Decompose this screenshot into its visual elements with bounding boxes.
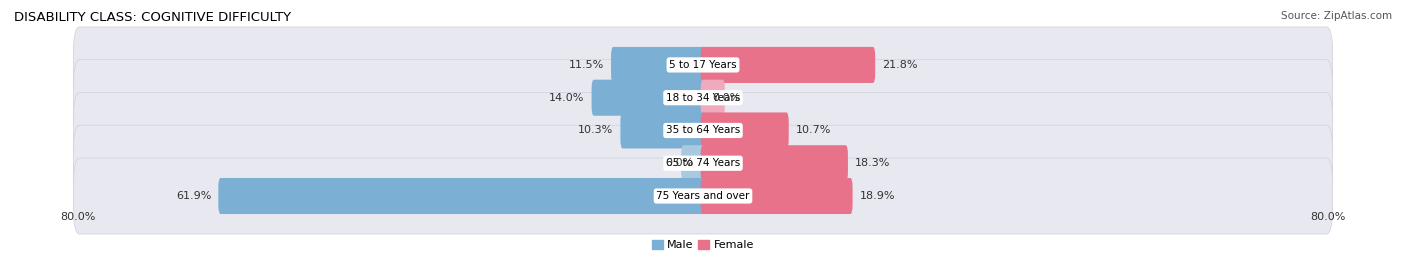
FancyBboxPatch shape — [73, 158, 1333, 234]
Text: Source: ZipAtlas.com: Source: ZipAtlas.com — [1281, 11, 1392, 21]
Text: 61.9%: 61.9% — [176, 191, 211, 201]
FancyBboxPatch shape — [612, 47, 706, 83]
Text: 5 to 17 Years: 5 to 17 Years — [669, 60, 737, 70]
Text: 18.3%: 18.3% — [855, 158, 890, 168]
FancyBboxPatch shape — [592, 80, 706, 116]
Text: 21.8%: 21.8% — [882, 60, 918, 70]
Text: 35 to 64 Years: 35 to 64 Years — [666, 125, 740, 136]
Text: 75 Years and over: 75 Years and over — [657, 191, 749, 201]
Text: 80.0%: 80.0% — [1310, 212, 1346, 222]
Text: 18 to 34 Years: 18 to 34 Years — [666, 93, 740, 103]
FancyBboxPatch shape — [73, 93, 1333, 168]
Text: 18.9%: 18.9% — [859, 191, 896, 201]
FancyBboxPatch shape — [620, 112, 706, 148]
FancyBboxPatch shape — [73, 125, 1333, 201]
FancyBboxPatch shape — [700, 112, 789, 148]
Text: 0.0%: 0.0% — [713, 93, 741, 103]
Text: 65 to 74 Years: 65 to 74 Years — [666, 158, 740, 168]
Text: 10.3%: 10.3% — [578, 125, 613, 136]
Text: DISABILITY CLASS: COGNITIVE DIFFICULTY: DISABILITY CLASS: COGNITIVE DIFFICULTY — [14, 11, 291, 24]
FancyBboxPatch shape — [73, 27, 1333, 103]
Text: 0.0%: 0.0% — [665, 158, 693, 168]
FancyBboxPatch shape — [700, 80, 725, 116]
FancyBboxPatch shape — [700, 47, 875, 83]
Text: 10.7%: 10.7% — [796, 125, 831, 136]
FancyBboxPatch shape — [73, 60, 1333, 136]
Text: 80.0%: 80.0% — [60, 212, 96, 222]
FancyBboxPatch shape — [681, 145, 706, 181]
FancyBboxPatch shape — [700, 145, 848, 181]
Legend: Male, Female: Male, Female — [647, 235, 759, 255]
Text: 11.5%: 11.5% — [569, 60, 605, 70]
FancyBboxPatch shape — [700, 178, 852, 214]
FancyBboxPatch shape — [218, 178, 706, 214]
Text: 14.0%: 14.0% — [550, 93, 585, 103]
